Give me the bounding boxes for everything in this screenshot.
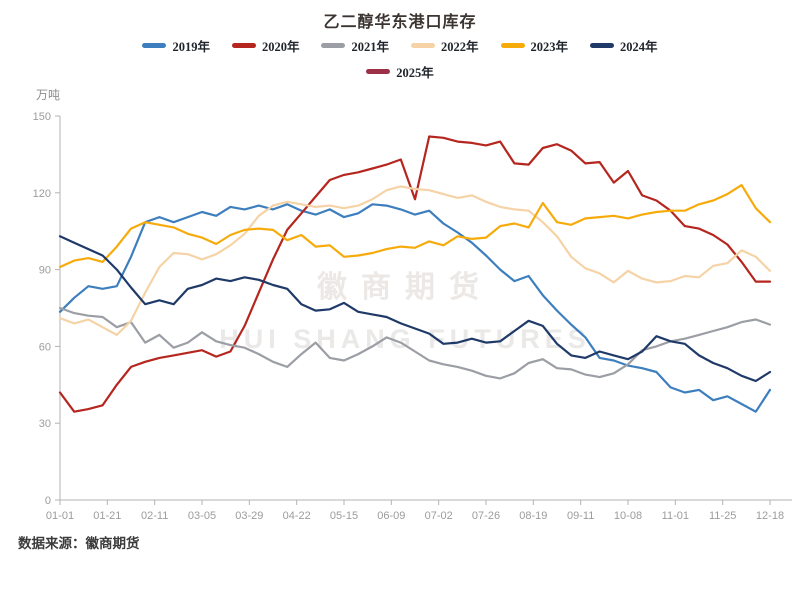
x-tick-label: 05-15 (330, 510, 358, 522)
legend-item-2019[interactable]: 2019年 (142, 36, 210, 55)
legend: 2019年 2020年 2021年 2022年 2023年 2024年 (0, 36, 800, 88)
series-line-2019年 (58, 203, 772, 413)
legend-swatch-icon (321, 43, 346, 48)
y-axis-unit-label: 万吨 (36, 88, 61, 102)
x-tick-label: 07-02 (425, 510, 453, 522)
legend-item-2023[interactable]: 2023年 (500, 36, 569, 55)
x-tick-label: 10-08 (614, 510, 642, 522)
legend-swatch-icon (142, 43, 167, 48)
legend-swatch-icon (411, 43, 435, 48)
legend-label: 2021年 (351, 40, 389, 54)
x-tick-label: 09-11 (567, 510, 594, 522)
legend-row-1: 2019年 2020年 2021年 2022年 2023年 2024年 (0, 36, 800, 55)
legend-item-2024[interactable]: 2024年 (590, 36, 658, 55)
series-line-2024年 (58, 235, 772, 383)
x-tick-label: 11-01 (662, 510, 689, 522)
y-tick-label: 30 (39, 418, 51, 430)
x-tick-label: 08-19 (519, 510, 547, 522)
x-tick-label: 03-29 (235, 510, 263, 522)
legend-label: 2023年 (530, 40, 569, 54)
legend-swatch-icon (590, 43, 615, 48)
series-line-2022年 (58, 185, 772, 336)
x-tick-label: 01-21 (93, 510, 121, 522)
legend-item-2021[interactable]: 2021年 (321, 36, 389, 55)
y-tick-label: 150 (33, 111, 51, 123)
legend-label: 2020年 (261, 40, 300, 54)
legend-item-2022[interactable]: 2022年 (411, 36, 479, 55)
x-tick-label: 02-11 (141, 510, 168, 522)
legend-label: 2025年 (396, 66, 434, 80)
legend-label: 2022年 (441, 40, 479, 54)
x-tick-label: 11-25 (709, 510, 736, 522)
x-tick-label: 07-26 (472, 510, 500, 522)
legend-item-2020[interactable]: 2020年 (231, 36, 300, 55)
y-tick-label: 120 (33, 188, 51, 200)
legend-swatch-icon (231, 43, 256, 48)
source-note: 数据来源：徽商期货 (18, 536, 140, 551)
y-tick-label: 0 (45, 495, 51, 507)
legend-label: 2019年 (172, 40, 210, 54)
legend-label: 2024年 (620, 40, 658, 54)
x-tick-label: 06-09 (377, 510, 405, 522)
series-line-2023年 (58, 184, 772, 269)
y-tick-label: 90 (39, 265, 51, 277)
x-tick-label: 04-22 (283, 510, 311, 522)
series-line-2020年 (58, 135, 772, 413)
legend-row-2: 2025年 (0, 62, 800, 81)
x-tick-label: 01-01 (46, 510, 74, 522)
x-tick-label: 03-05 (188, 510, 216, 522)
chart-title: 乙二醇华东港口库存 (323, 14, 477, 31)
legend-swatch-icon (366, 69, 391, 74)
legend-item-2025[interactable]: 2025年 (366, 62, 434, 81)
x-tick-label: 12-18 (756, 510, 784, 522)
y-tick-label: 60 (39, 341, 51, 353)
legend-swatch-icon (500, 43, 525, 48)
series-line-2021年 (58, 306, 772, 380)
